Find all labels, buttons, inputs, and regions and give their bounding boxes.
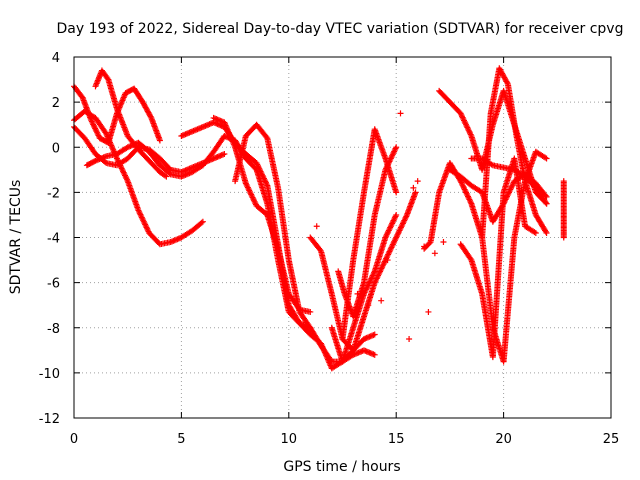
- y-tick-label: 2: [52, 96, 60, 111]
- data-point: [504, 79, 511, 86]
- data-point: [543, 155, 550, 162]
- data-point: [431, 250, 438, 257]
- x-tick-label: 0: [70, 432, 78, 447]
- data-point: [317, 246, 324, 253]
- chart-title: Day 193 of 2022, Sidereal Day-to-day VTE…: [57, 21, 624, 37]
- x-tick-label: 25: [603, 432, 620, 447]
- data-point: [94, 131, 101, 138]
- data-point: [365, 302, 372, 309]
- series-isolated: [313, 110, 447, 343]
- data-point: [371, 331, 378, 338]
- y-axis-label: SDTVAR / TECUs: [8, 180, 24, 295]
- x-tick-label: 5: [177, 432, 185, 447]
- data-point: [410, 184, 417, 191]
- data-point: [102, 159, 109, 166]
- data-point: [199, 218, 206, 225]
- axis-ticks: 0 5 10 15 20 25 -12 -10 -8 -6 -4 -2 0 2 4: [39, 51, 620, 447]
- series-arc-c: [92, 67, 170, 180]
- data-point: [88, 117, 95, 124]
- data-point: [89, 119, 96, 126]
- y-tick-label: 4: [52, 51, 60, 66]
- data-point: [163, 173, 170, 180]
- data-point: [104, 75, 111, 82]
- x-tick-label: 20: [495, 432, 512, 447]
- data-point: [90, 121, 97, 128]
- data-point: [425, 308, 432, 315]
- series-arc-s: [479, 65, 550, 241]
- data-point: [221, 151, 228, 158]
- data-point: [263, 133, 270, 140]
- data-point: [95, 132, 102, 139]
- data-point: [313, 223, 320, 230]
- x-tick-label: 15: [388, 432, 405, 447]
- series-arc-a: [71, 108, 206, 248]
- data-point: [543, 200, 550, 207]
- data-point: [93, 128, 100, 135]
- y-tick-label: 0: [52, 141, 60, 156]
- data-point: [542, 154, 549, 161]
- y-tick-label: -10: [39, 367, 60, 382]
- data-point: [88, 118, 95, 125]
- y-tick-label: -6: [47, 277, 60, 292]
- data-point: [147, 113, 154, 120]
- data-point: [354, 290, 361, 297]
- y-tick-label: -8: [47, 322, 60, 337]
- data-point: [414, 178, 421, 185]
- data-point: [393, 189, 400, 196]
- data-points: [71, 65, 567, 372]
- data-point: [397, 110, 404, 117]
- series-arc-i: [210, 114, 314, 315]
- data-point: [560, 234, 567, 241]
- data-point: [90, 122, 97, 129]
- data-point: [91, 124, 98, 131]
- data-point: [467, 255, 474, 262]
- series-arc-n: [421, 148, 550, 365]
- data-point: [378, 297, 385, 304]
- data-point: [371, 351, 378, 358]
- data-point: [393, 144, 400, 151]
- data-point: [198, 219, 205, 226]
- data-point: [542, 228, 549, 235]
- x-tick-label: 10: [281, 432, 298, 447]
- data-point: [92, 126, 99, 133]
- data-point: [307, 308, 314, 315]
- data-point: [421, 243, 428, 250]
- data-point: [426, 240, 433, 247]
- series-arc-q: [457, 155, 539, 361]
- data-point: [406, 336, 413, 343]
- data-point: [156, 137, 163, 144]
- data-point: [162, 172, 169, 179]
- data-point: [393, 211, 400, 218]
- data-point: [542, 199, 549, 206]
- data-point: [412, 189, 419, 196]
- data-point: [531, 229, 538, 236]
- data-point: [543, 229, 550, 236]
- data-point: [384, 257, 391, 264]
- series-arc-k: [328, 211, 400, 365]
- data-point: [532, 229, 539, 236]
- series-arc-m: [339, 126, 400, 343]
- y-tick-label: -2: [47, 186, 60, 201]
- x-axis-label: GPS time / hours: [283, 459, 400, 475]
- y-tick-label: -4: [47, 232, 60, 247]
- series-arc-t: [560, 178, 567, 241]
- y-tick-label: -12: [39, 412, 60, 427]
- data-point: [92, 125, 99, 132]
- series-arc-j: [307, 189, 419, 354]
- data-point: [440, 239, 447, 246]
- data-point: [94, 129, 101, 136]
